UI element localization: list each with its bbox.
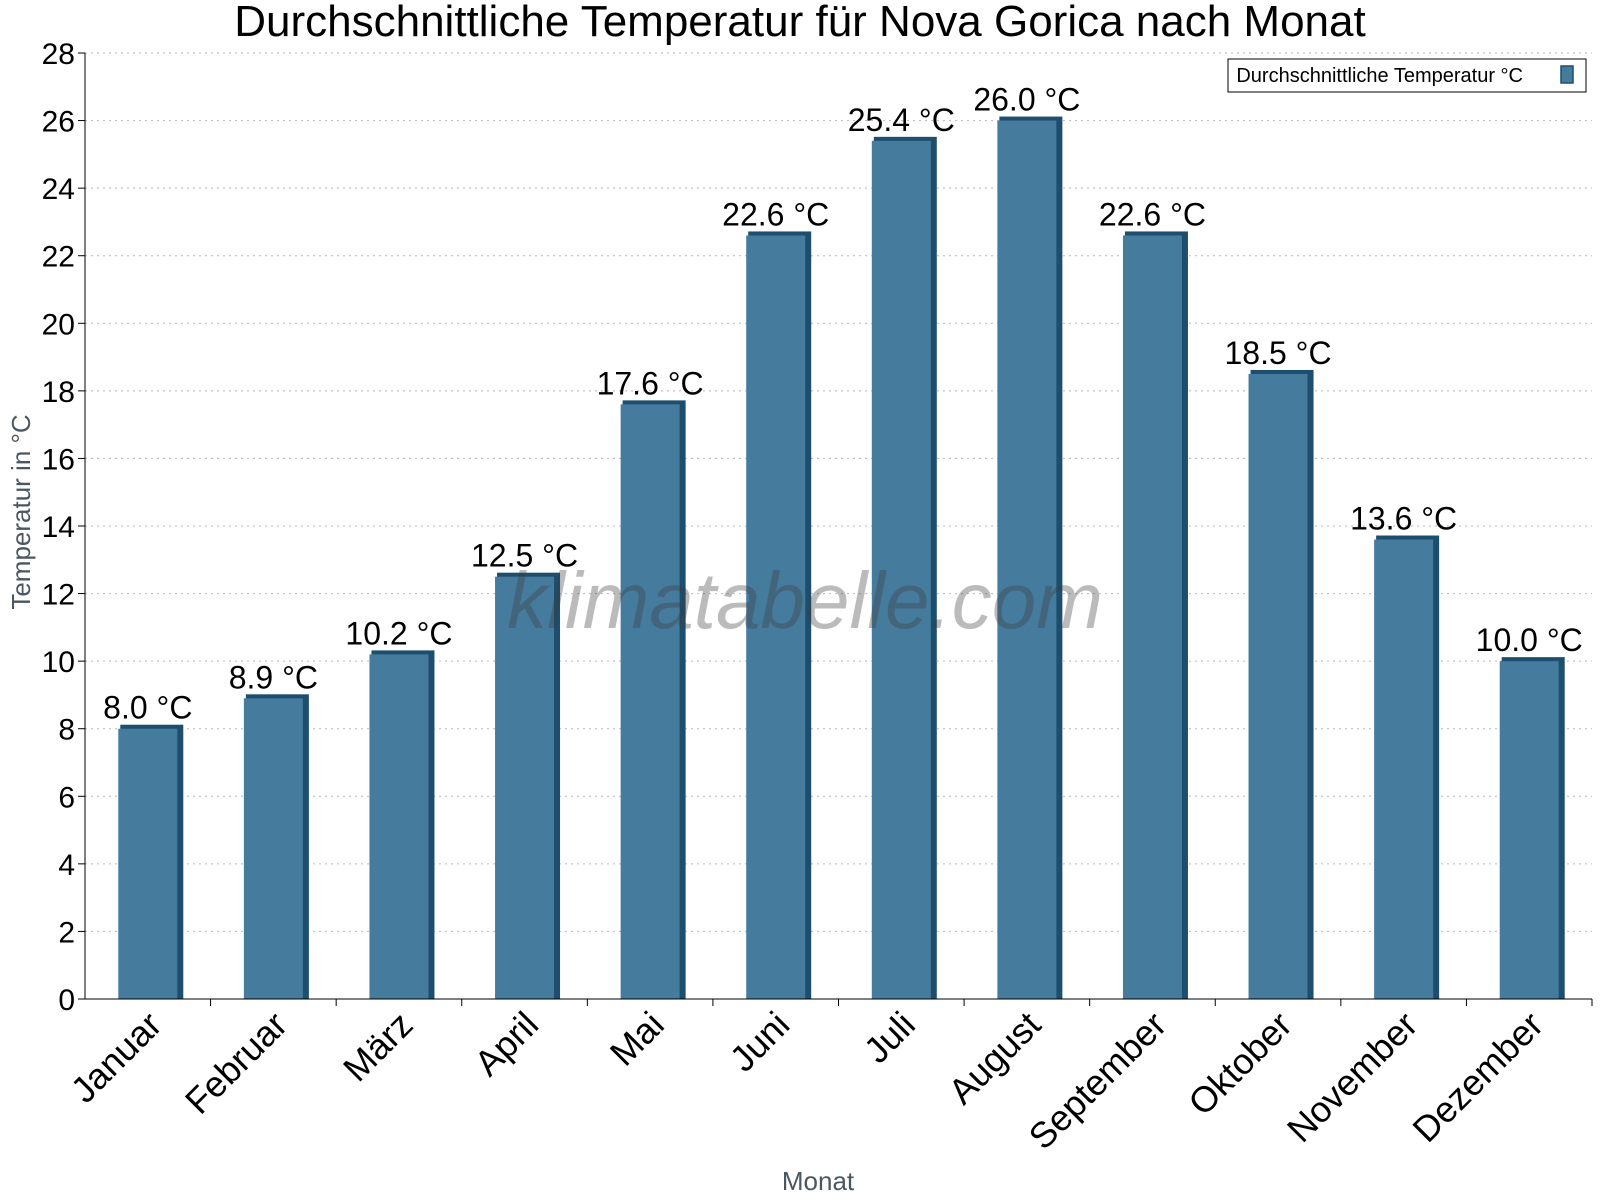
x-tick-label: Oktober — [1180, 1004, 1300, 1124]
data-label: 12.5 °C — [471, 538, 578, 574]
legend-box — [1227, 58, 1587, 93]
y-tick-label: 14 — [42, 511, 75, 544]
data-label: 10.2 °C — [345, 615, 452, 651]
bar — [369, 650, 435, 999]
bar-face — [1122, 235, 1182, 999]
bars — [118, 116, 1565, 1000]
y-tick-label: 10 — [42, 646, 75, 679]
x-tick-label: August — [940, 1004, 1048, 1112]
y-tick-label: 8 — [58, 714, 75, 747]
bar — [746, 231, 812, 999]
y-tick-label: 28 — [42, 38, 75, 71]
bar — [118, 724, 184, 999]
bar — [1374, 535, 1440, 999]
x-tick-label: Januar — [63, 1004, 170, 1111]
chart-title: Durchschnittliche Temperatur für Nova Go… — [234, 0, 1365, 46]
bar-face — [997, 120, 1057, 1000]
gridlines — [85, 52, 1592, 932]
bar-face — [1374, 539, 1434, 999]
y-tick-label: 22 — [42, 241, 75, 274]
x-tick-label: Mai — [602, 1004, 672, 1074]
x-tick-label: November — [1279, 1004, 1425, 1150]
data-labels: 8.0 °C 8.9 °C 10.2 °C 12.5 °C 17.6 °C 22.6 °C… — [103, 82, 1583, 726]
x-tick-label: Juni — [722, 1004, 798, 1080]
data-label: 10.0 °C — [1476, 622, 1583, 658]
bar-face — [369, 654, 429, 999]
y-tick-label: 2 — [58, 916, 75, 949]
bar-face — [243, 698, 303, 999]
bar — [1248, 369, 1314, 999]
y-tick-label: 6 — [58, 781, 75, 814]
bar-face — [871, 140, 931, 1000]
data-label: 8.0 °C — [103, 690, 192, 726]
data-label: 8.9 °C — [229, 659, 318, 695]
x-axis-label: Monat — [782, 1166, 855, 1196]
bar-face — [118, 728, 178, 999]
bar — [243, 694, 309, 999]
y-tick-label: 20 — [42, 308, 75, 341]
data-label: 18.5 °C — [1225, 335, 1332, 371]
y-tick-label: 24 — [42, 173, 75, 206]
bar-face — [1499, 661, 1559, 999]
x-tick-label: Februar — [177, 1004, 295, 1122]
bar — [871, 136, 937, 1000]
y-tick-label: 16 — [42, 443, 75, 476]
bar-face — [495, 576, 555, 999]
bar — [997, 116, 1063, 1000]
data-label: 17.6 °C — [597, 365, 704, 401]
y-tick-label: 0 — [58, 984, 75, 1017]
data-label: 13.6 °C — [1350, 501, 1457, 537]
watermark: klimatabelle.com — [507, 556, 1103, 645]
legend-label: Durchschnittliche Temperatur °C — [1236, 65, 1523, 87]
x-tick-label: März — [335, 1004, 421, 1090]
y-axis-label: Temperatur in °C — [6, 414, 36, 609]
legend-swatch — [1560, 65, 1574, 84]
bar — [495, 572, 561, 999]
data-label: 22.6 °C — [1099, 196, 1206, 232]
y-tick-label: 26 — [42, 106, 75, 139]
bar — [1122, 231, 1188, 999]
data-label: 26.0 °C — [973, 82, 1080, 118]
bar-face — [1248, 373, 1308, 999]
bar — [620, 400, 686, 999]
y-tick-label: 18 — [42, 376, 75, 409]
x-tick-label: April — [466, 1004, 546, 1084]
x-tick-label: Juli — [856, 1004, 923, 1071]
bar-face — [620, 404, 680, 999]
data-label: 25.4 °C — [848, 102, 955, 138]
y-tick-label: 4 — [58, 849, 75, 882]
bar-face — [746, 235, 806, 999]
y-tick-label: 12 — [42, 579, 75, 612]
bar — [1499, 657, 1565, 999]
x-tick-label: September — [1021, 1004, 1175, 1158]
x-tick-label: Dezember — [1404, 1004, 1550, 1150]
legend: Durchschnittliche Temperatur °C — [1227, 58, 1587, 93]
data-label: 22.6 °C — [722, 196, 829, 232]
